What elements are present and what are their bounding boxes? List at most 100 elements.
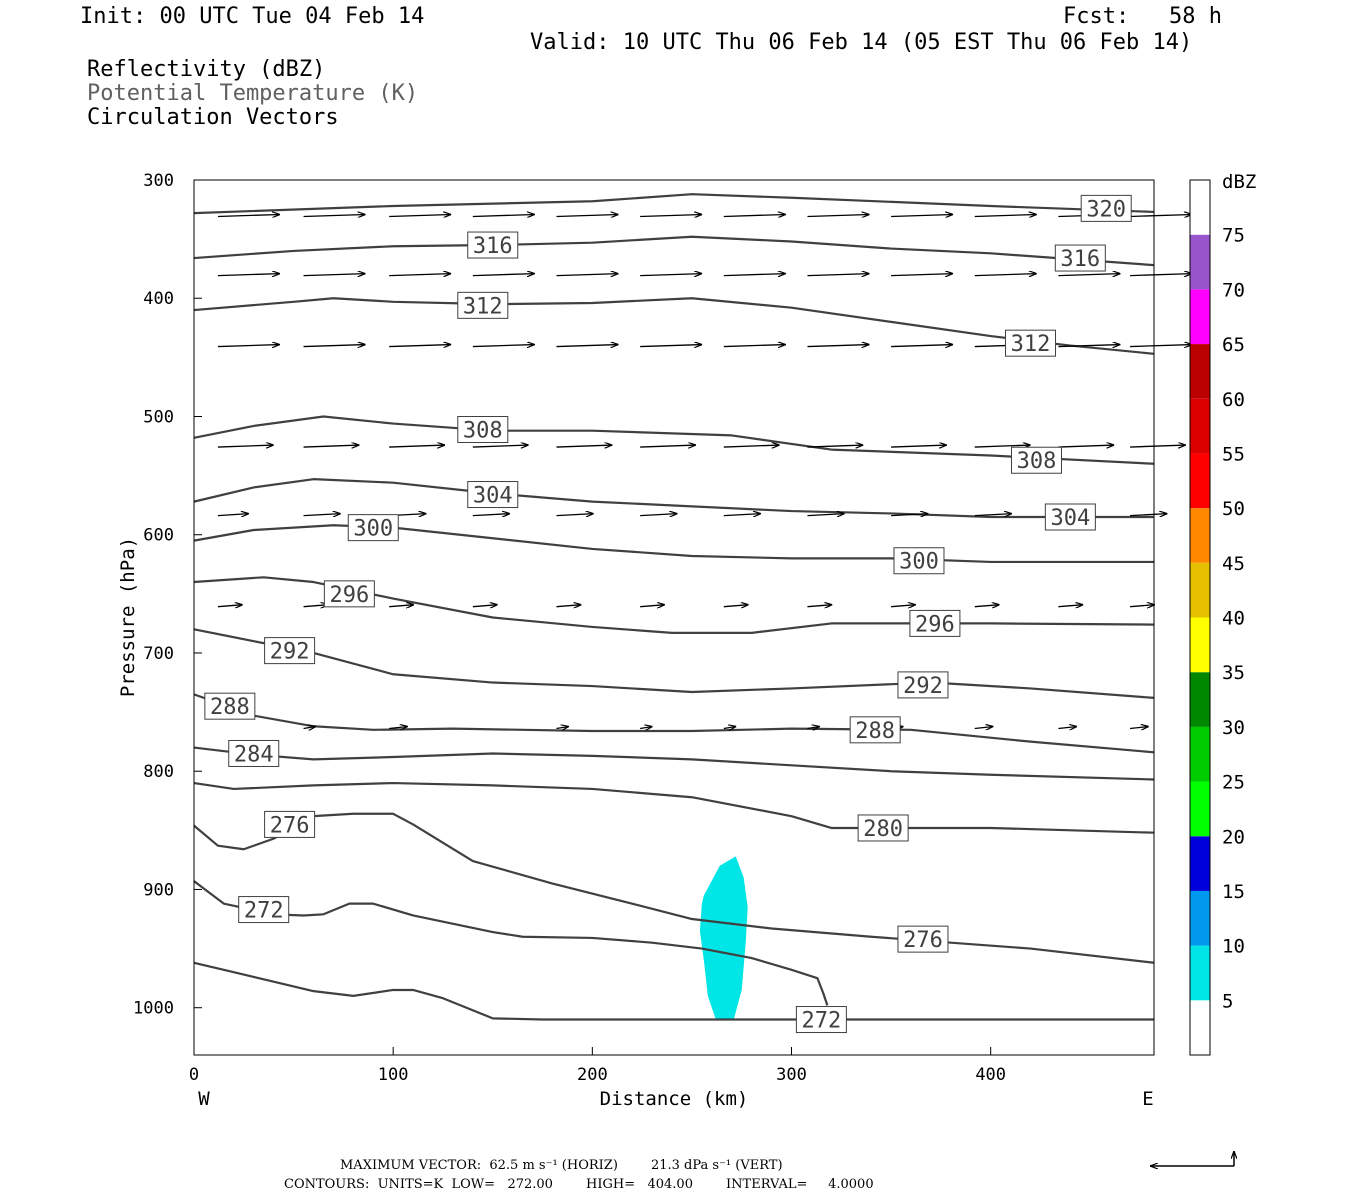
- circulation-vector: [1130, 514, 1167, 516]
- circulation-vector: [723, 274, 786, 276]
- contour-label-box: [467, 231, 519, 259]
- circulation-vector: [807, 345, 869, 347]
- circulation-vector: [891, 514, 928, 516]
- legend-theta: Potential Temperature (K): [87, 81, 419, 106]
- contour-label-box: [228, 739, 280, 767]
- contour-label: 320: [1086, 197, 1126, 222]
- circulation-vector: [807, 605, 832, 607]
- contour-label: 276: [903, 928, 943, 953]
- forecast-hour: Fcst: 58 h: [1063, 4, 1222, 29]
- x-tick-label: 0: [189, 1065, 199, 1085]
- contour-label-box: [264, 637, 316, 665]
- contour-label: 280: [863, 817, 903, 842]
- contour-label: 300: [353, 517, 393, 542]
- y-tick-label: 600: [143, 526, 174, 546]
- circulation-vector: [556, 214, 618, 216]
- circulation-vector: [974, 214, 1037, 216]
- circulation-vector: [1058, 726, 1077, 728]
- contour-line-296: [193, 576, 1155, 634]
- contour-label-box: [897, 671, 949, 699]
- colorbar-bottom-segment: [1190, 1000, 1210, 1055]
- circulation-vector: [640, 514, 677, 516]
- contour-label-box: [264, 810, 316, 838]
- contour-label: 292: [270, 640, 310, 665]
- x-tick-label: 100: [378, 1065, 409, 1085]
- circulation-vector: [807, 514, 844, 516]
- colorbar-tick-label: 5: [1222, 990, 1233, 1012]
- circulation-vector: [303, 445, 360, 447]
- colorbar-tick-label: 25: [1222, 772, 1245, 794]
- contour-label-box: [897, 925, 949, 953]
- circulation-vector: [303, 514, 341, 516]
- contour-label-box: [1080, 194, 1132, 222]
- y-tick-label: 1000: [133, 999, 174, 1019]
- contour-label-box: [323, 580, 375, 608]
- circulation-vector: [723, 726, 736, 728]
- reference-vector: [1150, 1151, 1234, 1166]
- colorbar-segment: [1190, 945, 1210, 1001]
- circulation-vector: [1058, 445, 1114, 447]
- colorbar-segment: [1190, 398, 1210, 454]
- x-tick-label: 300: [776, 1065, 807, 1085]
- contour-label-box: [1010, 446, 1062, 474]
- circulation-vector: [472, 345, 535, 347]
- circulation-vector: [807, 274, 869, 276]
- colorbar-tick-label: 30: [1222, 717, 1245, 739]
- colorbar-segment: [1190, 234, 1210, 290]
- circulation-vector: [1130, 605, 1155, 607]
- contour-label: 312: [1011, 332, 1051, 357]
- circulation-vector: [974, 274, 1037, 276]
- circulation-vector: [807, 726, 819, 728]
- circulation-vector: [640, 274, 702, 276]
- contour-label: 316: [1060, 247, 1100, 272]
- contour-line-292: [193, 628, 1155, 700]
- circulation-vector: [303, 274, 366, 276]
- contour-label-box: [1044, 503, 1096, 531]
- colorbar-segment: [1190, 180, 1210, 235]
- circulation-vector: [974, 726, 994, 728]
- contour-label: 308: [463, 418, 503, 443]
- circulation-vector: [217, 345, 280, 347]
- circulation-vector: [974, 445, 1031, 447]
- y-tick-label: 500: [143, 407, 174, 427]
- y-tick-label: 300: [143, 171, 174, 191]
- contour-label-box: [909, 609, 961, 637]
- circulation-vector: [1058, 274, 1120, 276]
- circulation-vector: [723, 514, 761, 516]
- y-tick-label: 400: [143, 289, 174, 309]
- y-tick-label: 700: [143, 644, 174, 664]
- circulation-vector: [640, 726, 652, 728]
- circulation-vector: [389, 605, 414, 607]
- circulation-vector: [1130, 445, 1186, 447]
- circulation-vector: [556, 514, 593, 516]
- legend-reflectivity: Reflectivity (dBZ): [87, 57, 326, 82]
- contour-label-box: [457, 291, 509, 319]
- circulation-vector: [303, 345, 366, 347]
- circulation-vector: [1130, 726, 1149, 728]
- contour-line-304: [193, 478, 1154, 519]
- contour-label: 288: [855, 719, 895, 744]
- circulation-vector: [389, 345, 451, 347]
- contour-line-316: [193, 235, 1155, 267]
- colorbar-segment: [1190, 453, 1210, 509]
- contour-label: 300: [899, 550, 939, 575]
- colorbar-tick-label: 65: [1222, 334, 1245, 356]
- circulation-vector: [389, 214, 451, 216]
- circulation-vector: [891, 214, 953, 216]
- contour-label: 312: [463, 294, 503, 319]
- contour-label: 284: [234, 742, 274, 767]
- contours-note: CONTOURS: UNITS=K LOW= 272.00 HIGH= 404.…: [284, 1177, 874, 1192]
- circulation-vector: [303, 726, 316, 728]
- plot-frame: [193, 179, 1155, 1056]
- circulation-vector: [891, 445, 947, 447]
- circulation-vector: [640, 214, 702, 216]
- colorbar-segment: [1190, 289, 1210, 345]
- colorbar-segment: [1190, 890, 1210, 946]
- x-tick-label: 400: [975, 1065, 1006, 1085]
- colorbar-segment: [1190, 726, 1210, 782]
- circulation-vector: [723, 345, 786, 347]
- x-east-label: E: [1142, 1088, 1153, 1110]
- contour-label-box: [893, 547, 945, 575]
- circulation-vector: [1130, 274, 1192, 276]
- circulation-vector: [556, 445, 612, 447]
